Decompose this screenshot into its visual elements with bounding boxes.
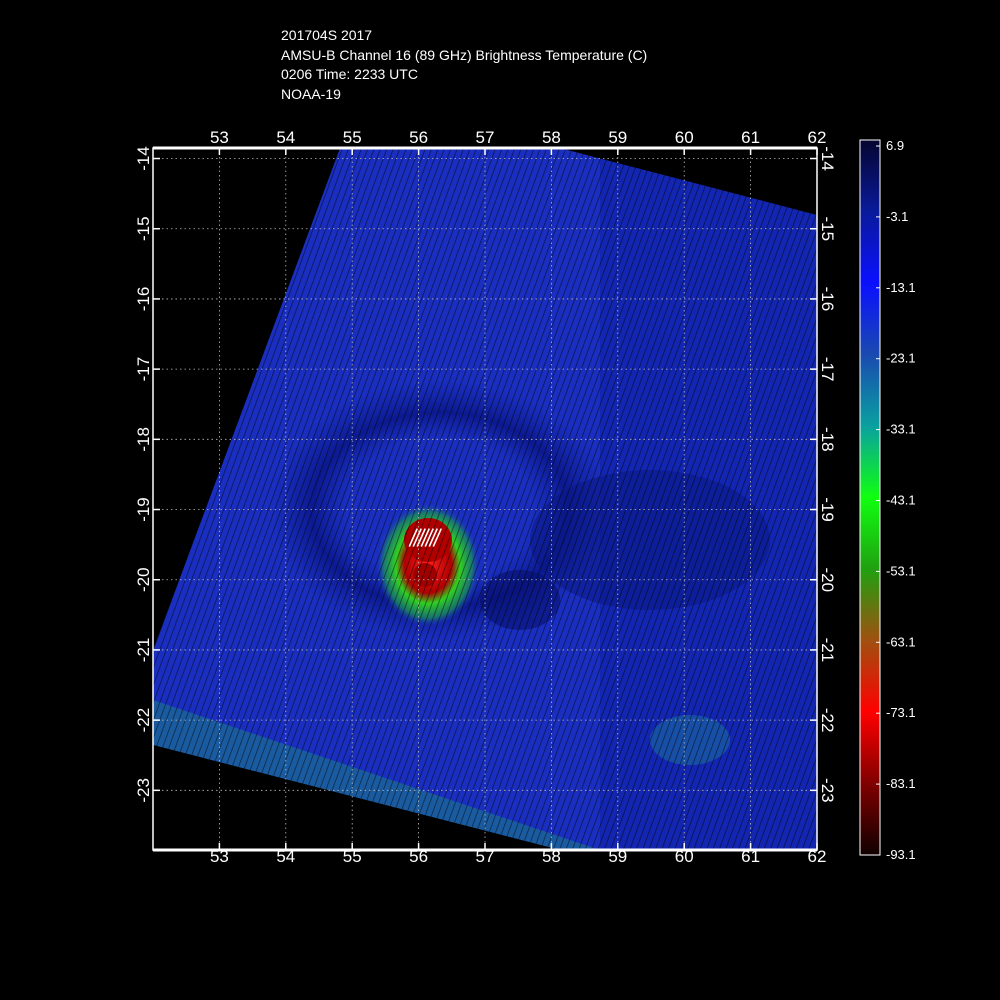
colorbar-label: -93.1 [886, 847, 916, 862]
lon-label-bottom: 57 [476, 847, 495, 866]
eye-mark [408, 528, 418, 547]
lat-label-left: -18 [134, 427, 153, 452]
lon-label-top: 55 [343, 128, 362, 147]
lat-label-right: -21 [818, 638, 837, 663]
lat-label-right: -22 [818, 708, 837, 733]
lon-label-bottom: 55 [343, 847, 362, 866]
eye-mark [424, 528, 434, 547]
time-label: 0206 Time: 2233 UTC [281, 66, 418, 82]
lat-label-left: -17 [134, 357, 153, 382]
colorbar-labels: 6.9 -3.1 -13.1 -23.1 -33.1 -43.1 -53.1 -63.1 -73… [876, 138, 916, 862]
colorbar-label: -73.1 [886, 705, 916, 720]
lat-label-left: -23 [134, 778, 153, 803]
colorbar-label: -53.1 [886, 563, 916, 578]
lon-label-top: 53 [210, 128, 229, 147]
lon-label-top: 60 [675, 128, 694, 147]
lon-label-bottom: 61 [741, 847, 760, 866]
colorbar-label: -3.1 [886, 209, 908, 224]
eye-mark [420, 528, 430, 547]
lat-label-right: -18 [818, 427, 837, 452]
lon-label-bottom: 58 [542, 847, 561, 866]
lon-label-bottom: 54 [276, 847, 295, 866]
lon-label-bottom: 60 [675, 847, 694, 866]
colorbar-label: -63.1 [886, 634, 916, 649]
lat-label-right: -17 [818, 357, 837, 382]
lat-label-left: -21 [134, 638, 153, 663]
product-title: AMSU-B Channel 16 (89 GHz) Brightness Te… [281, 46, 648, 63]
outside-swath-northeast [560, 148, 817, 215]
outside-swath-southwest [153, 745, 560, 850]
lon-label-top: 62 [808, 128, 827, 147]
eye-mark [428, 528, 438, 547]
eye-mark [416, 528, 426, 547]
lat-label-left: -22 [134, 708, 153, 733]
title-block: 201704S 2017 AMSU-B Channel 16 (89 GHz) … [281, 26, 647, 104]
colorbar-label: -83.1 [886, 776, 916, 791]
lat-label-right: -14 [818, 146, 837, 171]
eye-mark [412, 528, 422, 547]
eye-mark [432, 528, 442, 547]
lat-label-right: -23 [818, 778, 837, 803]
lat-label-left: -16 [134, 287, 153, 312]
colorbar-label: 6.9 [886, 138, 904, 153]
eye-marks [408, 528, 442, 547]
lon-label-bottom: 56 [409, 847, 428, 866]
lon-label-bottom: 59 [608, 847, 627, 866]
satellite-label: NOAA-19 [281, 85, 341, 102]
lat-label-right: -19 [818, 497, 837, 522]
lon-label-top: 57 [476, 128, 495, 147]
lat-label-left: -15 [134, 216, 153, 241]
lon-label-bottom: 62 [808, 847, 827, 866]
lon-label-top: 58 [542, 128, 561, 147]
lon-label-top: 54 [276, 128, 295, 147]
storm-id: 201704S 2017 [281, 27, 373, 43]
lon-label-top: 59 [608, 128, 627, 147]
lon-label-top: 61 [741, 128, 760, 147]
colorbar [859, 139, 881, 856]
colorbar-label: -33.1 [886, 422, 916, 437]
lat-label-right: -16 [818, 287, 837, 312]
lat-label-left: -14 [134, 146, 153, 171]
outside-swath-northwest [153, 148, 340, 650]
lat-label-right: -20 [818, 567, 837, 592]
colorbar-label: -43.1 [886, 493, 916, 508]
lon-label-top: 56 [409, 128, 428, 147]
axis-ticks: 53 53 54 54 55 55 56 56 57 57 58 58 59 59 60 60 61 61 62 62… [134, 128, 837, 866]
colorbar-label: -13.1 [886, 280, 916, 295]
lat-label-left: -19 [134, 497, 153, 522]
lon-label-bottom: 53 [210, 847, 229, 866]
lat-label-right: -15 [818, 216, 837, 241]
lat-label-left: -20 [134, 567, 153, 592]
colorbar-label: -23.1 [886, 351, 916, 366]
